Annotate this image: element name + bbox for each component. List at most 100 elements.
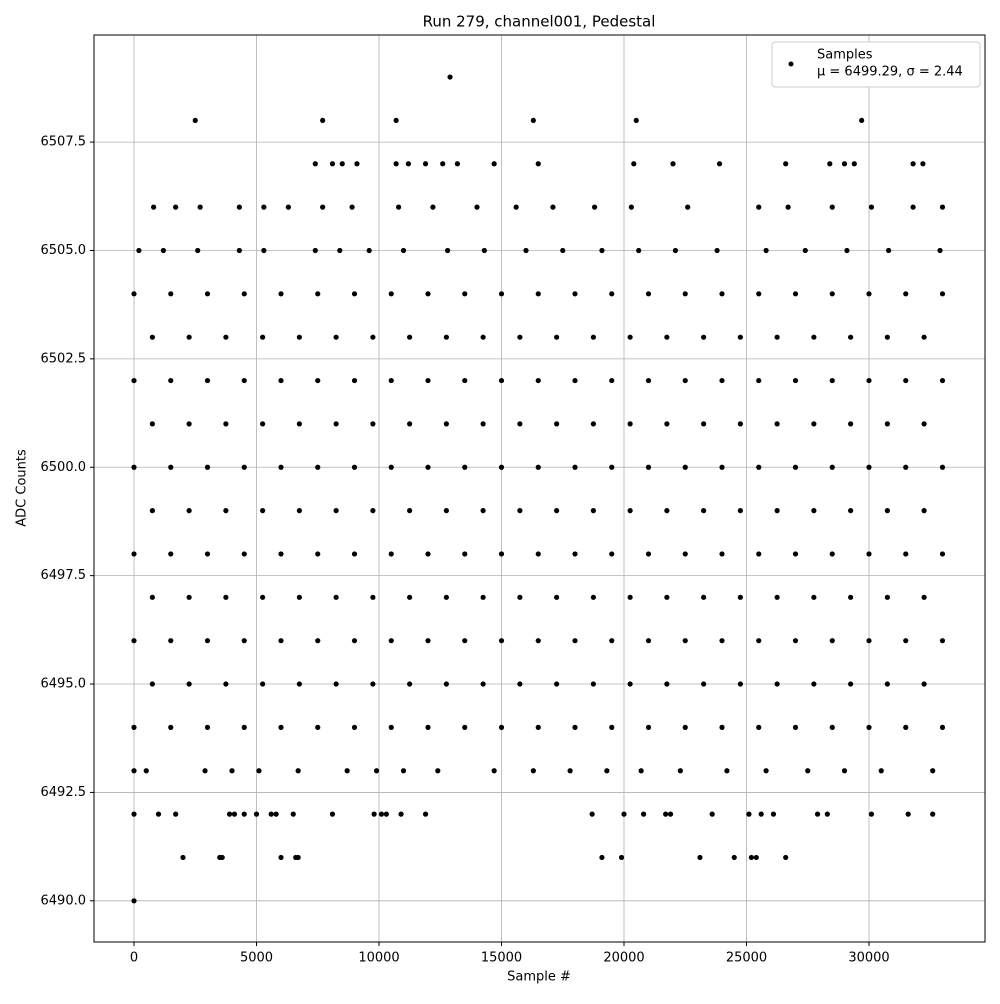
data-point	[388, 464, 394, 470]
data-point	[370, 681, 376, 687]
data-point	[296, 594, 302, 600]
data-point	[827, 161, 833, 167]
data-point	[285, 204, 291, 210]
data-point	[719, 551, 725, 557]
data-point	[315, 724, 321, 730]
data-point	[290, 811, 296, 817]
data-point	[320, 204, 326, 210]
data-point	[682, 724, 688, 730]
data-point	[480, 421, 486, 427]
data-point	[388, 551, 394, 557]
data-point	[609, 551, 615, 557]
data-point	[407, 334, 413, 340]
legend-marker	[788, 61, 794, 67]
data-point	[737, 508, 743, 514]
data-point	[517, 594, 523, 600]
data-point	[590, 508, 596, 514]
data-point	[921, 421, 927, 427]
data-point	[697, 854, 703, 861]
data-point	[824, 811, 830, 817]
data-point	[829, 377, 835, 384]
data-point	[884, 421, 890, 427]
data-point	[939, 204, 946, 210]
data-point	[131, 724, 137, 730]
data-point	[498, 724, 505, 730]
x-axis-label: Sample #	[507, 970, 571, 985]
data-point	[398, 811, 404, 817]
data-point	[756, 377, 762, 384]
data-point	[462, 724, 468, 730]
data-point	[677, 768, 683, 774]
data-point	[405, 161, 412, 167]
data-point	[371, 811, 377, 817]
data-point	[241, 724, 247, 730]
data-point	[315, 464, 321, 470]
data-point	[848, 594, 854, 600]
data-point	[719, 377, 725, 384]
data-point	[231, 811, 238, 817]
data-point	[236, 247, 242, 254]
data-point	[168, 551, 174, 557]
data-point	[517, 681, 523, 687]
data-point	[701, 594, 707, 600]
data-point	[407, 681, 413, 687]
data-point	[724, 768, 730, 774]
data-point	[425, 724, 431, 730]
data-point	[223, 681, 229, 687]
data-point	[312, 247, 318, 254]
y-tick-label: 6502.5	[41, 351, 87, 366]
data-point	[260, 334, 266, 340]
data-point	[848, 681, 854, 687]
data-point	[131, 898, 137, 904]
data-point	[903, 638, 909, 644]
data-point	[278, 377, 284, 384]
data-point	[480, 334, 486, 340]
data-point	[866, 377, 872, 384]
data-point	[848, 334, 854, 340]
data-point	[278, 854, 284, 861]
data-point	[440, 161, 446, 167]
data-point	[921, 594, 927, 600]
data-point	[792, 724, 799, 730]
data-point	[354, 161, 360, 167]
data-point	[554, 421, 560, 427]
data-point	[296, 334, 302, 340]
data-point	[590, 421, 596, 427]
data-point	[774, 421, 780, 427]
data-point	[664, 681, 670, 687]
data-point	[498, 551, 505, 557]
data-point	[278, 551, 284, 557]
data-point	[320, 117, 326, 124]
data-point	[443, 421, 449, 427]
data-point	[491, 161, 497, 167]
data-point	[312, 161, 318, 167]
data-point	[517, 421, 523, 427]
data-point	[848, 508, 854, 514]
data-point	[770, 811, 777, 817]
data-point	[535, 551, 541, 557]
data-point	[903, 377, 909, 384]
data-point	[866, 638, 872, 644]
data-point	[241, 377, 247, 384]
data-point	[844, 247, 850, 254]
data-point	[572, 638, 578, 644]
data-point	[921, 681, 927, 687]
data-point	[273, 811, 279, 817]
data-point	[241, 638, 247, 644]
y-tick-label: 6492.5	[41, 785, 87, 800]
data-point	[393, 117, 399, 124]
data-point	[682, 638, 688, 644]
data-point	[351, 377, 358, 384]
data-point	[315, 291, 321, 297]
data-point	[939, 377, 946, 384]
data-point	[774, 334, 780, 340]
legend: Samples μ = 6499.29, σ = 2.44	[771, 41, 981, 88]
data-point	[737, 421, 743, 427]
data-point	[425, 464, 431, 470]
data-point	[682, 377, 688, 384]
data-point	[682, 551, 688, 557]
data-point	[627, 508, 633, 514]
data-point	[151, 204, 157, 210]
data-point	[640, 811, 647, 817]
data-point	[758, 811, 764, 817]
